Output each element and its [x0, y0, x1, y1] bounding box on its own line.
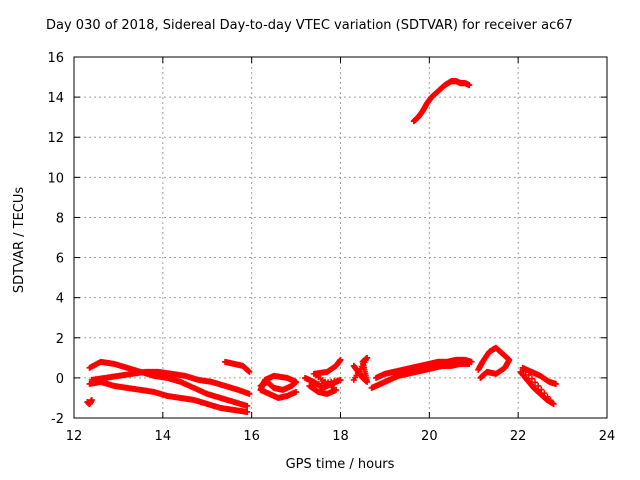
x-tick-label: 14 — [155, 429, 172, 444]
x-tick-label: 22 — [510, 429, 527, 444]
data-point — [544, 393, 551, 400]
data-point — [244, 402, 251, 409]
data-point — [350, 376, 357, 383]
x-tick-label: 24 — [599, 429, 616, 444]
series-arc4 — [222, 358, 253, 375]
data-point — [541, 390, 548, 397]
series-arc8 — [350, 354, 371, 385]
series-arc10 — [373, 356, 475, 381]
data-point — [466, 82, 473, 89]
y-tick-label: 8 — [56, 211, 64, 226]
data-point — [477, 374, 484, 381]
data-point — [88, 396, 95, 403]
data-point — [246, 390, 253, 397]
data-point — [552, 380, 559, 387]
data-point — [532, 379, 539, 386]
series-arc13 — [517, 364, 559, 407]
data-point — [538, 386, 545, 393]
y-tick-label: 6 — [56, 252, 64, 267]
x-tick-label: 12 — [66, 429, 83, 444]
x-tick-label: 18 — [332, 429, 349, 444]
y-tick-label: 0 — [56, 372, 64, 387]
y-tick-label: 12 — [47, 131, 64, 146]
y-tick-label: 16 — [47, 51, 64, 66]
series-arc6 — [257, 372, 300, 401]
y-axis-label: SDTVAR / TECUs — [12, 186, 27, 294]
series-arc3 — [88, 368, 253, 397]
x-tick-label: 16 — [243, 429, 260, 444]
plot-frame — [73, 56, 608, 419]
series-arc7 — [301, 356, 344, 397]
data-point — [246, 368, 253, 375]
series-arc11 — [410, 78, 473, 125]
y-tick-label: 10 — [47, 171, 64, 186]
chart-title: Day 030 of 2018, Sidereal Day-to-day VTE… — [46, 18, 573, 33]
data-point — [244, 408, 251, 415]
data-point — [468, 358, 475, 365]
y-tick-label: -2 — [51, 412, 64, 427]
data-point — [547, 397, 554, 404]
y-tick-label: 14 — [47, 91, 64, 106]
y-tick-label: 2 — [56, 332, 64, 347]
data-point — [535, 382, 542, 389]
y-tick-label: 4 — [56, 292, 64, 307]
series-arc12 — [475, 344, 513, 381]
data-point — [293, 388, 300, 395]
data-point — [528, 375, 535, 382]
series-arc9 — [368, 360, 473, 391]
series-arc5 — [84, 396, 95, 407]
data-point — [337, 356, 344, 363]
data-point — [550, 400, 557, 407]
x-tick-label: 20 — [421, 429, 438, 444]
series-arc1 — [86, 378, 251, 415]
x-axis-label: GPS time / hours — [285, 457, 395, 472]
